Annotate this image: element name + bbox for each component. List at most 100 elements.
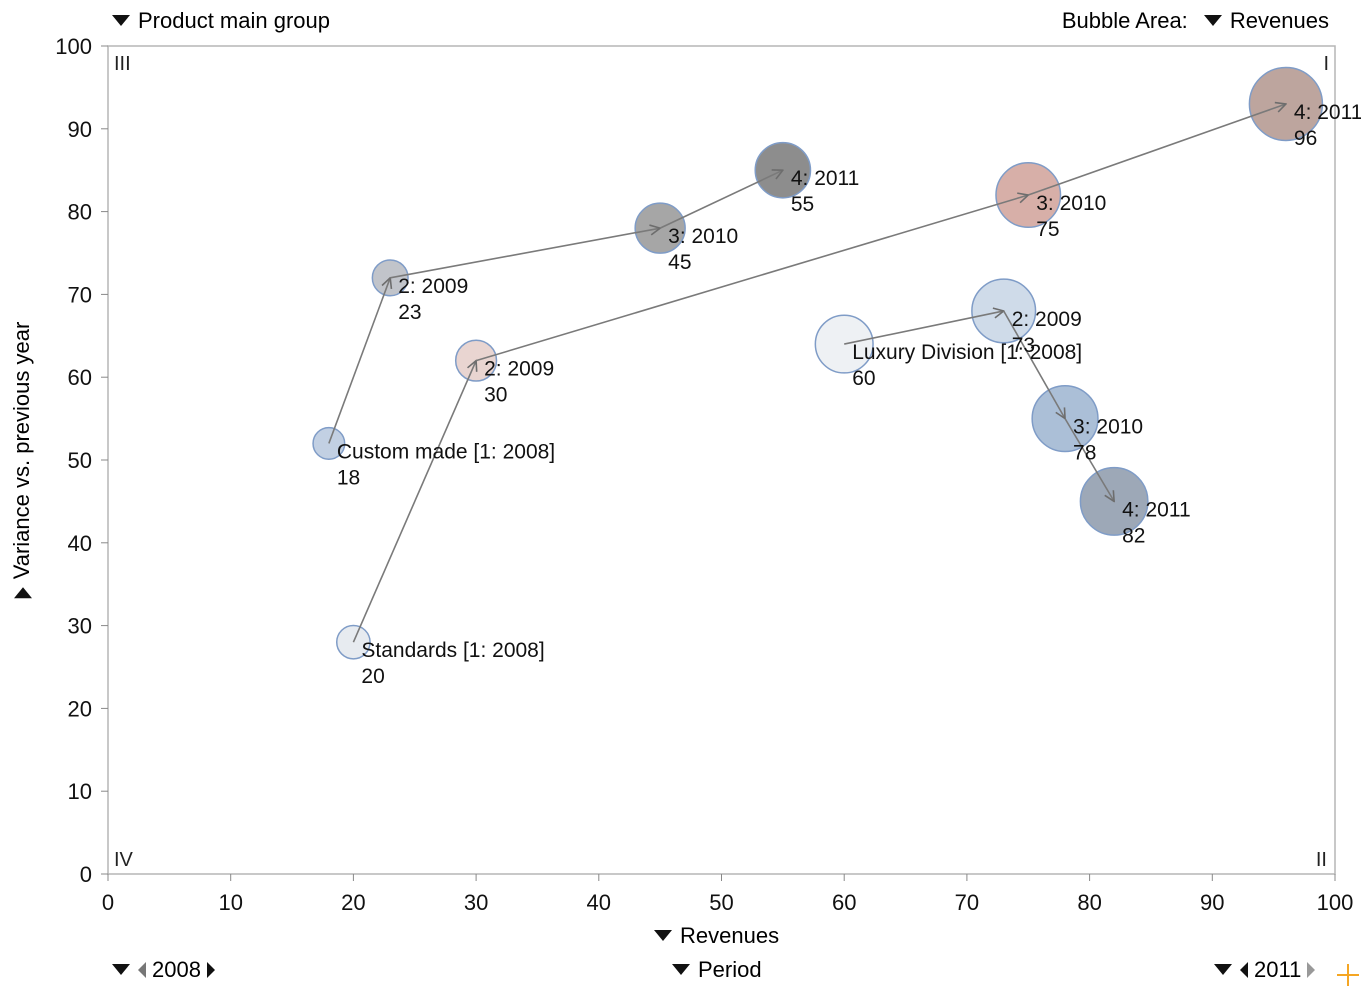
period-start-next-icon[interactable] xyxy=(206,962,215,979)
bubble-value-label: 18 xyxy=(337,466,360,489)
bubble[interactable] xyxy=(995,162,1062,229)
y-tick-label: 50 xyxy=(68,448,92,473)
bubble-area-selector[interactable]: Revenues xyxy=(1203,8,1329,33)
bubble-area-label: Bubble Area: xyxy=(1061,8,1188,33)
product-group-label: Product main group xyxy=(138,8,330,33)
x-tick-label: 90 xyxy=(1200,890,1224,915)
y-tick-label: 30 xyxy=(68,614,92,639)
trajectory-arrow xyxy=(844,311,1004,345)
dropdown-triangle-icon xyxy=(14,587,33,599)
bubble[interactable] xyxy=(371,259,409,297)
bubble[interactable] xyxy=(1031,384,1099,453)
bubble[interactable] xyxy=(1079,466,1149,536)
bubble[interactable] xyxy=(335,624,371,660)
y-axis-selector[interactable]: Variance vs. previous year xyxy=(9,322,35,599)
bubble-label: 2: 2009 xyxy=(484,358,554,381)
x-tick-label: 0 xyxy=(102,890,114,915)
plot-area xyxy=(107,45,1336,875)
bubble[interactable] xyxy=(971,278,1037,344)
bubble-value-label: 75 xyxy=(1036,218,1059,241)
period-start-control: 2008 xyxy=(112,957,215,983)
period-end-dropdown-icon[interactable] xyxy=(1214,963,1232,975)
bubble-value-label: 96 xyxy=(1294,127,1317,150)
x-tick-label: 30 xyxy=(464,890,488,915)
quadrant-label: III xyxy=(114,53,131,75)
trajectory-arrow xyxy=(390,228,660,279)
period-end-value: 2011 xyxy=(1254,957,1302,982)
bubble-label: Standards [1: 2008] xyxy=(361,639,544,662)
period-start-value: 2008 xyxy=(152,957,201,982)
bubble[interactable] xyxy=(1248,66,1324,142)
bubble-label: 3: 2010 xyxy=(1073,416,1143,439)
bubble-value-label: 73 xyxy=(1012,334,1035,357)
bubble-area-value: Revenues xyxy=(1229,8,1329,33)
y-axis-label: Variance vs. previous year xyxy=(9,321,34,580)
x-axis-label: Revenues xyxy=(680,923,780,948)
period-end-control: 2011 xyxy=(1214,957,1316,983)
product-group-selector[interactable]: Product main group xyxy=(112,8,330,34)
bubble-value-label: 78 xyxy=(1073,442,1096,465)
bubble-value-label: 30 xyxy=(484,384,507,407)
y-tick-label: 100 xyxy=(55,34,92,59)
trajectory-arrow xyxy=(475,195,1028,362)
period-end-prev-icon[interactable] xyxy=(1240,962,1248,979)
bubble-value-label: 82 xyxy=(1122,524,1145,547)
quadrant-label: I xyxy=(1323,53,1329,75)
y-tick-label: 20 xyxy=(68,696,92,721)
dropdown-triangle-icon xyxy=(112,14,130,26)
bubble-value-label: 20 xyxy=(361,665,384,688)
trajectory-arrow xyxy=(328,278,390,444)
bubble[interactable] xyxy=(454,339,498,382)
trajectory-arrow xyxy=(1003,310,1065,419)
y-tick-label: 40 xyxy=(68,531,92,556)
bubble[interactable] xyxy=(634,202,686,254)
quadrant-label: IV xyxy=(114,849,134,871)
bubble-label: 3: 2010 xyxy=(1036,192,1106,215)
y-tick-label: 70 xyxy=(68,282,92,307)
x-tick-label: 40 xyxy=(587,890,611,915)
bubble[interactable] xyxy=(814,314,874,374)
bubble-label: 4: 2011 xyxy=(791,167,860,190)
bubble[interactable] xyxy=(754,141,812,199)
period-selector[interactable]: Period xyxy=(672,957,762,983)
y-tick-label: 80 xyxy=(68,200,92,225)
dropdown-triangle-icon xyxy=(672,963,690,975)
y-tick-label: 60 xyxy=(68,365,92,390)
dropdown-triangle-icon xyxy=(1203,14,1222,26)
add-icon[interactable] xyxy=(1336,962,1360,986)
trajectory-arrow xyxy=(1064,418,1114,502)
bubble[interactable] xyxy=(312,426,346,460)
bubble-area-control: Bubble Area: Revenues xyxy=(1062,8,1329,34)
x-tick-label: 20 xyxy=(341,890,365,915)
dropdown-triangle-icon xyxy=(654,929,672,941)
x-tick-label: 100 xyxy=(1317,890,1354,915)
bubble-label: 4: 2011 xyxy=(1294,101,1361,124)
x-tick-label: 80 xyxy=(1077,890,1101,915)
bubble-value-label: 55 xyxy=(791,193,814,216)
bubble-label: 2: 2009 xyxy=(1012,308,1082,331)
bubble-value-label: 45 xyxy=(668,251,691,274)
trajectory-arrow xyxy=(659,170,783,229)
y-tick-label: 10 xyxy=(68,779,92,804)
bubble-value-label: 23 xyxy=(398,301,421,324)
y-tick-label: 90 xyxy=(68,117,92,142)
bubble-value-label: 60 xyxy=(852,367,875,390)
y-tick-label: 0 xyxy=(80,862,92,887)
trajectory-arrow xyxy=(352,361,476,643)
period-end-next-icon[interactable] xyxy=(1307,962,1316,979)
bubble-label: 2: 2009 xyxy=(398,275,468,298)
x-tick-label: 60 xyxy=(832,890,856,915)
period-start-dropdown-icon[interactable] xyxy=(112,963,130,975)
bubble-label: 4: 2011 xyxy=(1122,498,1191,521)
trajectory-arrow xyxy=(1027,104,1286,196)
x-tick-label: 50 xyxy=(709,890,733,915)
x-tick-label: 10 xyxy=(218,890,242,915)
x-tick-label: 70 xyxy=(955,890,979,915)
quadrant-label: II xyxy=(1316,849,1327,871)
bubble-label: 3: 2010 xyxy=(668,225,738,248)
period-selector-label: Period xyxy=(698,957,762,982)
bubble-label: Luxury Division [1: 2008] xyxy=(852,341,1082,364)
period-start-prev-icon[interactable] xyxy=(138,962,146,979)
x-axis-selector[interactable]: Revenues xyxy=(654,923,779,949)
